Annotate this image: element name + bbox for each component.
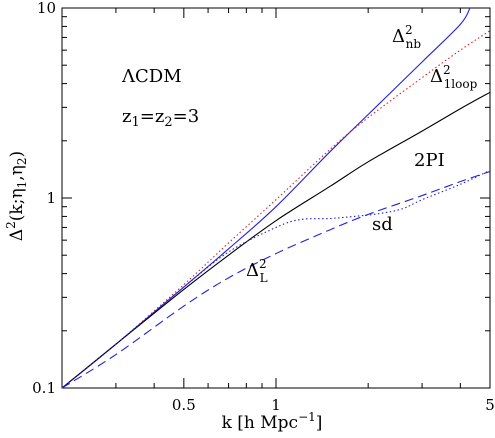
y-tick-label: 0.1 <box>32 379 56 397</box>
series-line-3 <box>61 169 491 389</box>
series-line-0 <box>61 7 471 389</box>
ticks <box>61 7 491 389</box>
x-tick-label: 1 <box>271 396 281 414</box>
y-tick-label: 10 <box>37 0 56 17</box>
series-line-4 <box>61 170 491 389</box>
y-axis-title: Δ2(k;η1,η2) <box>4 151 29 241</box>
x-tick-label: 0.5 <box>172 396 196 414</box>
annotation-lcdm: ΛCDM <box>121 66 182 87</box>
label-2pi: 2PI <box>414 150 445 171</box>
curve-labels: Δ2 nb Δ2 1loop 2PI sd Δ2 L <box>246 23 478 285</box>
label-delta-nb: Δ2 nb <box>392 23 421 51</box>
plot-frame <box>61 7 491 389</box>
label-delta-1loop: Δ2 1loop <box>430 63 478 91</box>
y-tick-label: 1 <box>46 189 56 207</box>
x-axis-title: k [h Mpc−1] <box>222 410 323 433</box>
label-sd: sd <box>372 214 393 235</box>
curves <box>61 7 491 389</box>
series-line-2 <box>61 91 491 389</box>
label-delta-l: Δ2 L <box>246 257 268 285</box>
annotation-redshift: z1=z2=3 <box>122 106 199 130</box>
x-tick-label: 5 <box>485 396 495 414</box>
tick-labels: 0.5 1 5 0.1 1 10 <box>32 0 495 414</box>
